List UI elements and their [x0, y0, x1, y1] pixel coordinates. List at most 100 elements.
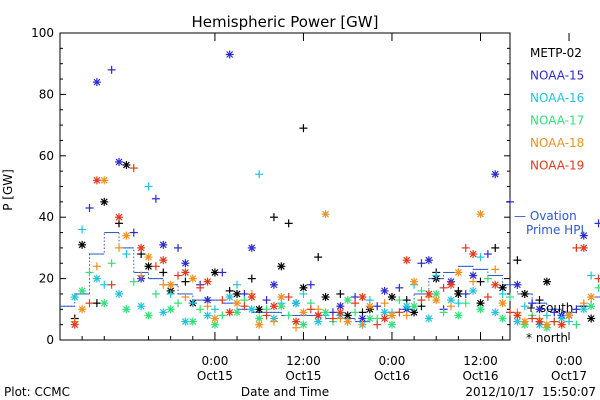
star-d2	[344, 296, 352, 304]
noaa-19-north-point	[247, 293, 256, 302]
star-d2	[255, 305, 263, 313]
noaa-19-north-point	[557, 320, 566, 329]
star-d2	[122, 161, 130, 169]
noaa-16-south-point	[476, 253, 485, 262]
star-d2	[211, 321, 219, 329]
noaa-17-south-point	[351, 308, 360, 317]
star-d2	[477, 210, 484, 218]
star-d2	[137, 302, 145, 310]
noaa-15-south-point	[483, 250, 492, 259]
star-d2	[410, 278, 418, 286]
marker-legend-south: + south	[526, 301, 573, 315]
noaa-18-south-point	[181, 293, 190, 302]
noaa-15-south-point	[262, 296, 271, 305]
metp-02-north-point	[78, 240, 87, 249]
star-d2	[469, 272, 477, 279]
star-d2	[499, 299, 507, 307]
star-d2	[580, 244, 588, 252]
star-d2	[580, 305, 588, 313]
timestamp: 2012/10/17 15:50:07	[465, 385, 596, 399]
y-axis-ticks: 0 20 40 60 80 100	[31, 26, 510, 347]
noaa-18-north-point	[520, 317, 529, 326]
x-tick-label-date: Oct17	[551, 369, 587, 383]
noaa-15-south-point	[306, 280, 315, 289]
noaa-19-south-point	[373, 320, 382, 329]
noaa-18-north-point	[387, 311, 396, 320]
noaa-15-south-point	[417, 259, 426, 268]
noaa-16-north-point	[115, 289, 124, 298]
y-tick-label: 80	[39, 87, 54, 101]
noaa-18-north-point	[210, 314, 219, 323]
star-d2	[300, 308, 307, 316]
x-tick-label-time: 0:00	[378, 354, 405, 368]
noaa-18-north-point	[321, 210, 330, 219]
noaa-18-south-point	[446, 302, 455, 311]
noaa-16-north-point	[137, 302, 146, 311]
legend-entry-noaa-16: NOAA-16	[530, 91, 584, 105]
star-d2	[477, 305, 484, 313]
noaa-18-south-point	[92, 262, 101, 271]
star-d2	[336, 302, 344, 310]
metp-02-south-point	[92, 299, 101, 308]
star-d2	[277, 262, 285, 270]
noaa-19-north-point	[92, 176, 101, 185]
star-d2	[226, 293, 234, 301]
noaa-19-north-point	[358, 293, 367, 302]
legend-entry-metp-02: METP-02	[530, 46, 582, 60]
noaa-16-south-point	[188, 299, 197, 308]
noaa-19-south-point	[483, 293, 492, 302]
metp-02-south-point	[247, 274, 256, 283]
noaa-16-north-point	[402, 302, 411, 311]
star-d2	[292, 299, 300, 307]
noaa-19-north-point	[424, 289, 433, 298]
star-d2	[521, 290, 529, 298]
x-axis-ticks: 0:00Oct1512:00Oct150:00Oct1612:00Oct160:…	[81, 33, 587, 383]
star-d2	[359, 293, 366, 301]
star-d2	[410, 302, 418, 310]
noaa-15-south-point	[151, 194, 160, 203]
noaa-19-north-point	[292, 317, 301, 326]
noaa-19-north-point	[137, 243, 146, 252]
star-d2	[344, 318, 352, 326]
noaa-17-north-point	[233, 308, 242, 317]
star-d2	[454, 290, 462, 298]
star-d2	[536, 318, 543, 326]
metp-02-north-point	[542, 277, 551, 286]
noaa-18-south-point	[402, 311, 411, 320]
star-d2	[447, 296, 455, 304]
star-d2	[100, 176, 108, 184]
noaa-19-south-point	[262, 311, 271, 320]
noaa-15-south-point	[129, 228, 138, 237]
noaa-16-north-point	[203, 311, 212, 320]
noaa-18-north-point	[343, 317, 352, 326]
noaa-19-south-point	[174, 271, 183, 280]
noaa-15-south-point	[174, 243, 183, 252]
star-d2	[204, 312, 211, 319]
noaa-17-south-point	[417, 286, 426, 295]
noaa-19-south-point	[439, 283, 448, 292]
star-d2	[211, 269, 219, 276]
star-d2	[580, 232, 588, 240]
chart-title: Hemispheric Power [GW]	[192, 13, 379, 31]
x-tick-label-date: Oct16	[462, 369, 498, 383]
star-d2	[93, 176, 101, 184]
noaa-15-south-point	[461, 289, 470, 298]
star-d2	[491, 281, 499, 289]
star-d2	[565, 312, 573, 319]
noaa-16-south-point	[100, 280, 109, 289]
noaa-19-north-point	[225, 308, 234, 317]
noaa-19-south-point	[550, 317, 559, 326]
noaa-15-north-point	[247, 243, 256, 252]
noaa-16-north-point	[70, 293, 79, 302]
star-d2	[71, 293, 79, 301]
noaa-19-north-point	[535, 317, 544, 326]
noaa-15-south-point	[572, 305, 581, 314]
noaa-17-south-point	[483, 274, 492, 283]
noaa-16-north-point	[469, 286, 478, 295]
plot-frame	[59, 32, 511, 341]
noaa-15-north-point	[380, 286, 389, 295]
x-tick-label-date: Oct15	[285, 369, 321, 383]
noaa-16-south-point	[432, 271, 441, 280]
metp-02-north-point	[299, 283, 308, 292]
